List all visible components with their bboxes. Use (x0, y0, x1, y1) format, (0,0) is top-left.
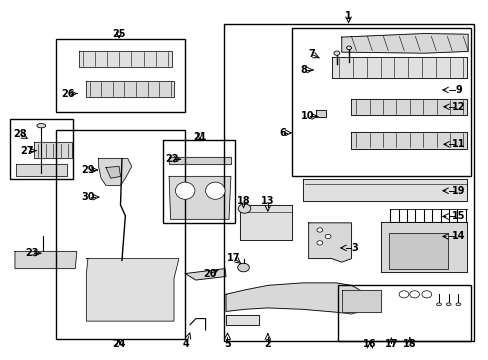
Ellipse shape (205, 182, 224, 199)
Text: 10: 10 (300, 111, 314, 121)
Text: 25: 25 (112, 29, 125, 39)
Polygon shape (341, 33, 467, 53)
Bar (163, 140, 234, 223)
Ellipse shape (436, 303, 441, 306)
Circle shape (237, 263, 249, 272)
Bar (291, 28, 469, 176)
Text: 4: 4 (183, 339, 189, 349)
Bar (224, 23, 473, 342)
Bar (56, 130, 185, 339)
Text: 27: 27 (20, 146, 33, 156)
Text: 22: 22 (164, 154, 178, 164)
Text: 13: 13 (261, 197, 274, 206)
Bar (337, 285, 469, 342)
Ellipse shape (346, 46, 351, 50)
Text: 3: 3 (350, 243, 357, 253)
Bar (10, 118, 73, 179)
Ellipse shape (37, 123, 45, 128)
Circle shape (325, 234, 330, 239)
Polygon shape (225, 315, 259, 325)
Text: 17: 17 (226, 253, 240, 263)
Polygon shape (380, 222, 466, 272)
Circle shape (238, 204, 250, 213)
Text: 17: 17 (384, 339, 397, 349)
Polygon shape (341, 290, 380, 312)
Polygon shape (225, 283, 361, 314)
Polygon shape (34, 143, 72, 158)
Circle shape (316, 228, 322, 232)
Polygon shape (185, 269, 225, 280)
Text: 19: 19 (451, 186, 464, 196)
Polygon shape (99, 158, 131, 185)
Polygon shape (316, 111, 325, 117)
Text: 8: 8 (300, 65, 306, 75)
Text: 2: 2 (264, 339, 271, 349)
Polygon shape (169, 157, 230, 164)
Polygon shape (106, 166, 120, 178)
Circle shape (316, 241, 322, 245)
Text: 7: 7 (307, 49, 314, 59)
Text: 26: 26 (61, 89, 75, 99)
Circle shape (398, 291, 408, 298)
Text: 11: 11 (451, 139, 464, 149)
Polygon shape (169, 176, 230, 219)
Polygon shape (239, 205, 291, 240)
Polygon shape (86, 81, 174, 97)
Text: 21: 21 (193, 132, 206, 142)
Polygon shape (351, 132, 466, 149)
Circle shape (421, 291, 431, 298)
Ellipse shape (333, 51, 339, 55)
Text: 12: 12 (451, 102, 464, 112)
Polygon shape (308, 223, 351, 262)
Ellipse shape (175, 182, 195, 199)
Text: 18: 18 (402, 339, 416, 349)
Polygon shape (15, 251, 77, 269)
Text: 30: 30 (81, 192, 95, 202)
Ellipse shape (455, 303, 460, 306)
Text: 15: 15 (451, 211, 464, 221)
Polygon shape (86, 258, 179, 321)
Text: 14: 14 (451, 231, 464, 242)
Text: 20: 20 (203, 269, 217, 279)
Text: 28: 28 (13, 129, 27, 139)
Ellipse shape (446, 303, 450, 306)
Text: 24: 24 (112, 339, 125, 349)
Bar (388, 233, 447, 269)
Polygon shape (302, 179, 466, 202)
Text: 16: 16 (363, 339, 376, 349)
Text: 23: 23 (25, 248, 38, 258)
Text: 1: 1 (345, 11, 351, 21)
Bar (56, 39, 185, 112)
Polygon shape (79, 51, 171, 67)
Text: 5: 5 (224, 339, 230, 349)
Circle shape (409, 291, 419, 298)
Polygon shape (331, 57, 466, 78)
Polygon shape (351, 99, 466, 115)
Polygon shape (16, 164, 67, 176)
Text: 29: 29 (81, 165, 95, 175)
Text: 6: 6 (279, 128, 285, 138)
Text: 18: 18 (236, 196, 250, 206)
Text: 9: 9 (454, 85, 461, 95)
